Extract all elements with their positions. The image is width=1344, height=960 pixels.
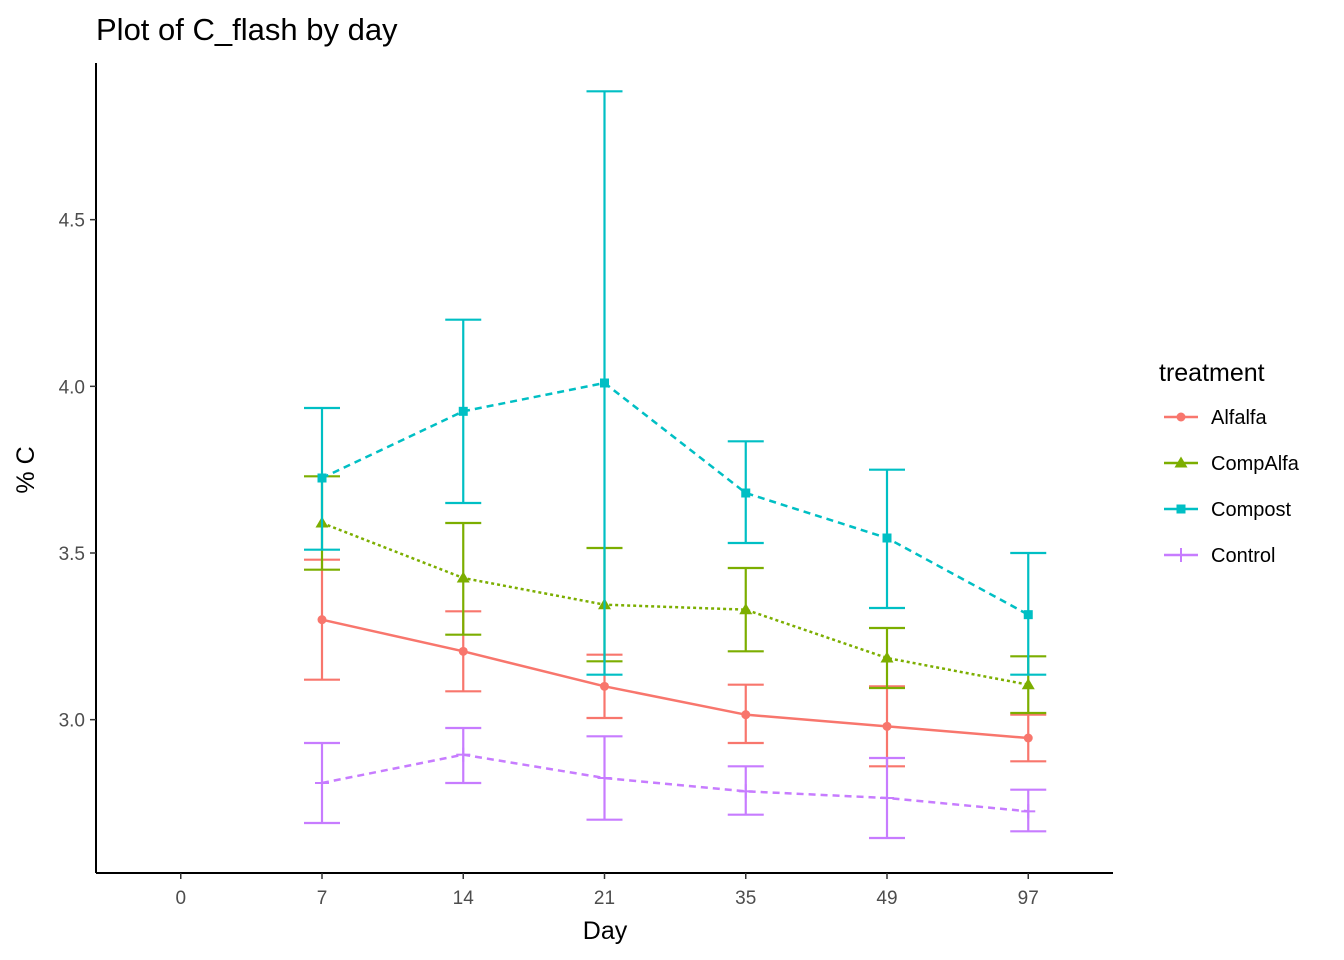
legend-marker: [1176, 504, 1186, 514]
data-point: [600, 378, 609, 388]
data-point: [741, 488, 751, 498]
legend-label: Alfalfa: [1211, 407, 1267, 429]
data-point: [456, 747, 471, 762]
data-point: [1023, 610, 1033, 620]
data-point: [880, 651, 894, 663]
x-axis-ticks: 0 7 14 21 35 49 97: [175, 873, 1039, 909]
data-point: [600, 681, 609, 691]
data-point: [741, 710, 751, 720]
data-point: [1021, 804, 1036, 819]
data-point: [315, 776, 329, 790]
series-line-compalfa: [321, 521, 1029, 686]
plot-area: [304, 90, 1047, 840]
legend-marker: [1174, 548, 1188, 562]
y-tick-label: 4.5: [59, 211, 85, 232]
legend-item-alfalfa: Alfalfa: [1164, 407, 1267, 429]
series-line-compost: [321, 381, 1029, 616]
legend-label: CompAlfa: [1211, 453, 1300, 475]
data-point: [882, 721, 892, 731]
series-line-control: [321, 753, 1029, 813]
series-compost: [304, 90, 1047, 676]
x-tick-label: 0: [175, 888, 186, 909]
y-axis-ticks: 3.0 3.5 4.0 4.5: [59, 211, 96, 732]
data-point: [738, 784, 753, 799]
legend-marker: [1174, 456, 1188, 468]
x-tick-label: 97: [1018, 888, 1039, 909]
y-tick-label: 3.5: [59, 544, 85, 565]
data-point: [1021, 678, 1035, 690]
y-tick-label: 4.0: [59, 377, 85, 398]
x-axis-title: Day: [583, 917, 628, 945]
data-point: [882, 533, 892, 543]
legend-item-compost: Compost: [1164, 499, 1291, 521]
series-alfalfa: [304, 558, 1047, 768]
data-point: [880, 791, 894, 805]
y-tick-label: 3.0: [59, 711, 85, 732]
y-axis-title: % C: [12, 446, 40, 493]
legend-title: treatment: [1159, 359, 1265, 387]
series-compalfa: [304, 475, 1047, 715]
data-point: [1023, 733, 1033, 743]
legend-marker: [1176, 412, 1186, 422]
chart-title: Plot of C_flash by day: [96, 12, 398, 47]
x-tick-label: 14: [453, 888, 475, 909]
data-point: [597, 771, 612, 785]
legend-label: Compost: [1211, 499, 1291, 521]
legend-item-compalfa: CompAlfa: [1164, 453, 1300, 475]
series-line-alfalfa: [321, 618, 1029, 740]
data-point: [458, 406, 468, 416]
series-control: [304, 726, 1047, 840]
data-point: [739, 603, 753, 615]
x-tick-label: 35: [735, 888, 756, 909]
data-point: [456, 571, 470, 583]
x-tick-label: 7: [317, 888, 328, 909]
data-point: [317, 615, 327, 625]
data-point: [317, 473, 327, 483]
legend: treatment Alfalfa CompAlfa Compost Control: [1159, 359, 1300, 567]
x-tick-label: 49: [876, 888, 897, 909]
legend-label: Control: [1211, 545, 1275, 567]
legend-item-control: Control: [1164, 545, 1275, 567]
data-point: [458, 646, 468, 656]
x-tick-label: 21: [594, 888, 615, 909]
